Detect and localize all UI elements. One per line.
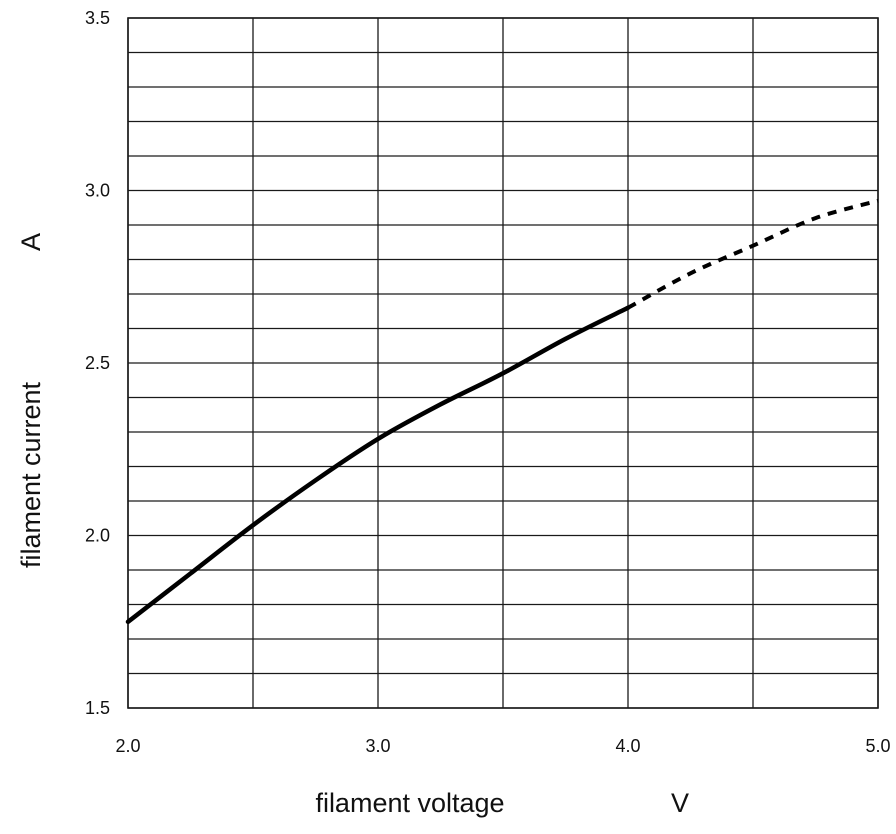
- y-axis-unit: A: [16, 233, 46, 251]
- data-curves: [125, 198, 879, 625]
- y-tick-labels: 1.5 2.0 2.5 3.0 3.5: [85, 8, 110, 718]
- y-tick-label: 2.0: [85, 526, 110, 546]
- x-tick-label: 3.0: [365, 736, 390, 756]
- series-line-dashed: [627, 198, 879, 310]
- y-tick-label: 3.5: [85, 8, 110, 28]
- x-tick-label: 2.0: [115, 736, 140, 756]
- x-tick-label: 5.0: [865, 736, 890, 756]
- series-line-solid: [125, 305, 631, 625]
- grid: [127, 17, 879, 709]
- x-axis-label: filament voltage: [315, 788, 504, 818]
- x-axis-unit: V: [671, 788, 689, 818]
- y-axis-label: filament current: [16, 381, 46, 568]
- y-tick-label: 3.0: [85, 181, 110, 201]
- x-tick-labels: 2.0 3.0 4.0 5.0: [115, 736, 890, 756]
- y-tick-label: 1.5: [85, 698, 110, 718]
- plot-frame: [127, 17, 879, 709]
- x-tick-label: 4.0: [615, 736, 640, 756]
- y-tick-label: 2.5: [85, 353, 110, 373]
